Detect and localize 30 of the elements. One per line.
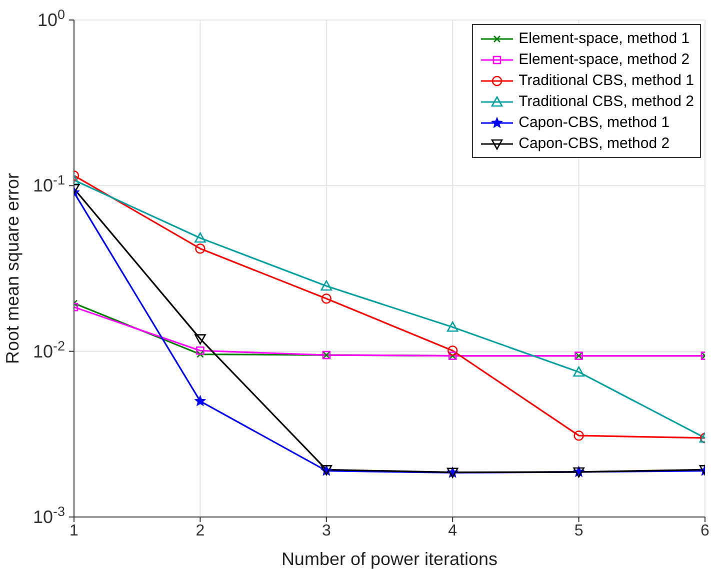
- point: [574, 430, 584, 441]
- x-tick-label: 3: [322, 522, 331, 540]
- legend-label: Capon-CBS, method 1: [518, 114, 670, 131]
- legend-label: Traditional CBS, method 1: [518, 72, 694, 89]
- x-tick-label: 6: [700, 522, 710, 540]
- legend-label: Element-space, method 2: [518, 51, 690, 68]
- y-axis-title: Root mean square error: [2, 172, 22, 364]
- x-tick-label: 4: [448, 522, 458, 540]
- point: [446, 321, 458, 332]
- y-tick-label: 10$^{0}$: [37, 6, 65, 30]
- legend-label: Element-space, method 1: [518, 30, 690, 47]
- point: [573, 366, 584, 377]
- point: [195, 243, 206, 254]
- legend-label: Traditional CBS, method 2: [518, 93, 694, 110]
- point: [196, 350, 204, 358]
- point: [447, 345, 458, 356]
- y-tick-label: 10$^{-3}$: [32, 504, 65, 527]
- y-tick-label: 10$^{-1}$: [32, 172, 65, 196]
- point: [194, 396, 206, 406]
- point: [321, 293, 332, 304]
- point: [194, 334, 206, 344]
- x-tick-label: 2: [196, 522, 205, 540]
- legend-label: Capon-CBS, method 2: [518, 135, 670, 152]
- point: [320, 280, 332, 291]
- x-axis-title: Number of power iterations: [281, 549, 498, 569]
- point: [194, 232, 206, 243]
- y-tick-label: 10$^{-2}$: [32, 338, 65, 362]
- x-tick-label: 1: [70, 522, 79, 540]
- point: [196, 346, 204, 355]
- x-tick-label: 5: [574, 522, 584, 540]
